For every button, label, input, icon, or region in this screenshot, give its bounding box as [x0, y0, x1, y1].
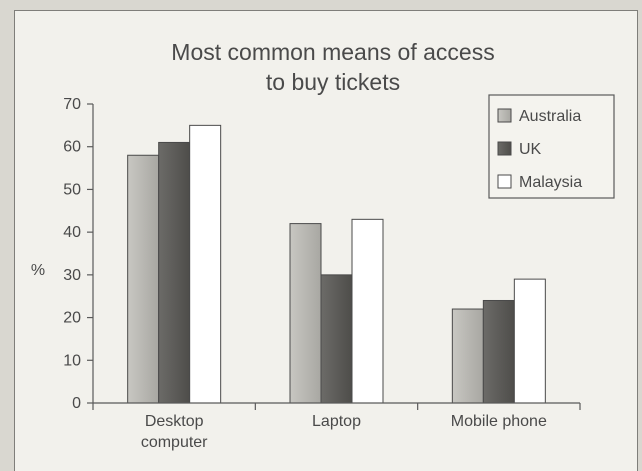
bar-malaysia	[351, 218, 384, 404]
bar-malaysia	[513, 278, 546, 404]
y-tick-label: 20	[63, 310, 81, 327]
x-category-label: Mobile phone	[451, 413, 547, 430]
legend-swatch-malaysia	[497, 174, 512, 189]
y-axis-label: %	[31, 262, 45, 279]
x-axis: Desktop computer Laptop Mobile phone	[92, 402, 581, 451]
y-tick-label: 30	[63, 267, 81, 284]
legend-swatch-uk	[497, 141, 512, 156]
legend-label-australia: Australia	[519, 108, 581, 125]
x-category-label: Desktop	[145, 413, 204, 430]
chart-title-line-1: Most common means of access	[171, 39, 494, 65]
legend-label-malaysia: Malaysia	[519, 174, 582, 191]
legend-label-uk: UK	[519, 141, 542, 158]
legend-swatch-australia	[497, 108, 512, 123]
bar-australia	[451, 308, 484, 404]
y-tick-label: 60	[63, 139, 81, 156]
legend: Australia UK Malaysia	[488, 94, 615, 199]
y-axis: 0 10 20 30 40 50 60 70	[63, 96, 94, 412]
y-tick-label: 40	[63, 224, 81, 241]
bar-malaysia	[189, 124, 222, 404]
x-category-label: Laptop	[312, 413, 361, 430]
y-tick-label: 10	[63, 352, 81, 369]
bar-australia	[289, 223, 322, 404]
bar-uk	[158, 141, 191, 404]
bar-uk	[320, 274, 353, 404]
chart-title-line-2: to buy tickets	[266, 69, 400, 95]
y-tick-label: 0	[72, 395, 81, 412]
bars	[127, 124, 546, 404]
y-tick-label: 70	[63, 96, 81, 113]
bar-australia	[127, 154, 160, 404]
x-category-label: computer	[141, 434, 208, 451]
y-tick-label: 50	[63, 181, 81, 198]
bar-uk	[482, 299, 515, 404]
